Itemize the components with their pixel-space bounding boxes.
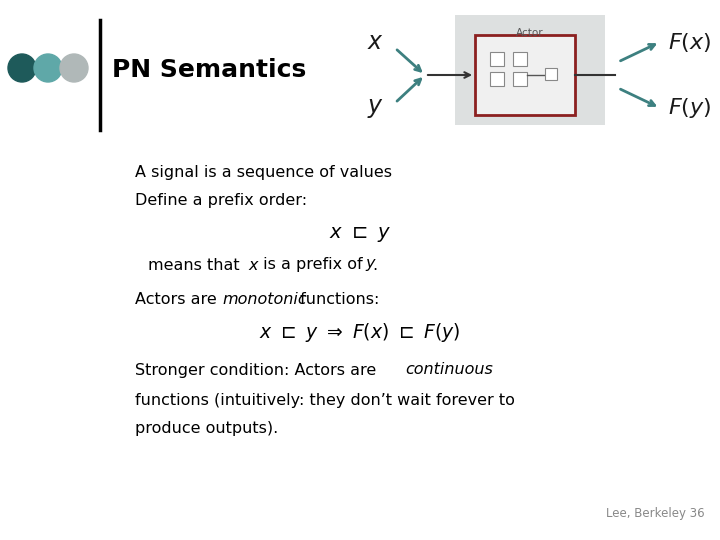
FancyBboxPatch shape [513, 72, 527, 86]
Circle shape [60, 54, 88, 82]
Circle shape [8, 54, 36, 82]
Circle shape [34, 54, 62, 82]
FancyBboxPatch shape [490, 52, 504, 66]
Text: Actors are: Actors are [135, 293, 222, 307]
Text: $F(x)$: $F(x)$ [668, 30, 711, 53]
FancyBboxPatch shape [475, 35, 575, 115]
Text: Define a prefix order:: Define a prefix order: [135, 192, 307, 207]
Text: is a prefix of: is a prefix of [258, 258, 368, 273]
Text: $\mathbf{\mathit{y}}$: $\mathbf{\mathit{y}}$ [366, 96, 384, 120]
Text: .: . [372, 258, 377, 273]
Text: produce outputs).: produce outputs). [135, 421, 278, 435]
Text: $F(y)$: $F(y)$ [668, 96, 711, 120]
Text: means that: means that [148, 258, 245, 273]
FancyBboxPatch shape [513, 52, 527, 66]
Text: $\mathbf{\mathit{x}}$: $\mathbf{\mathit{x}}$ [366, 30, 383, 54]
Text: $x\ \sqsubset\ y\ \Rightarrow\ F(x)\ \sqsubset\ F(y)$: $x\ \sqsubset\ y\ \Rightarrow\ F(x)\ \sq… [259, 321, 461, 343]
Text: A signal is a sequence of values: A signal is a sequence of values [135, 165, 392, 179]
Text: Actor: Actor [516, 28, 544, 38]
Text: Stronger condition: Actors are: Stronger condition: Actors are [135, 362, 382, 377]
Text: functions (intuitively: they don’t wait forever to: functions (intuitively: they don’t wait … [135, 393, 515, 408]
Text: continuous: continuous [405, 362, 493, 377]
Text: PN Semantics: PN Semantics [112, 58, 306, 82]
Text: monotonic: monotonic [222, 293, 307, 307]
Text: $x$: $x$ [248, 258, 260, 273]
Text: Lee, Berkeley 36: Lee, Berkeley 36 [606, 507, 705, 520]
FancyBboxPatch shape [455, 15, 605, 125]
Text: $y$: $y$ [365, 257, 377, 273]
Text: $x\ \sqsubset\ y$: $x\ \sqsubset\ y$ [329, 226, 391, 245]
FancyBboxPatch shape [545, 68, 557, 80]
Text: functions:: functions: [295, 293, 379, 307]
FancyBboxPatch shape [490, 72, 504, 86]
